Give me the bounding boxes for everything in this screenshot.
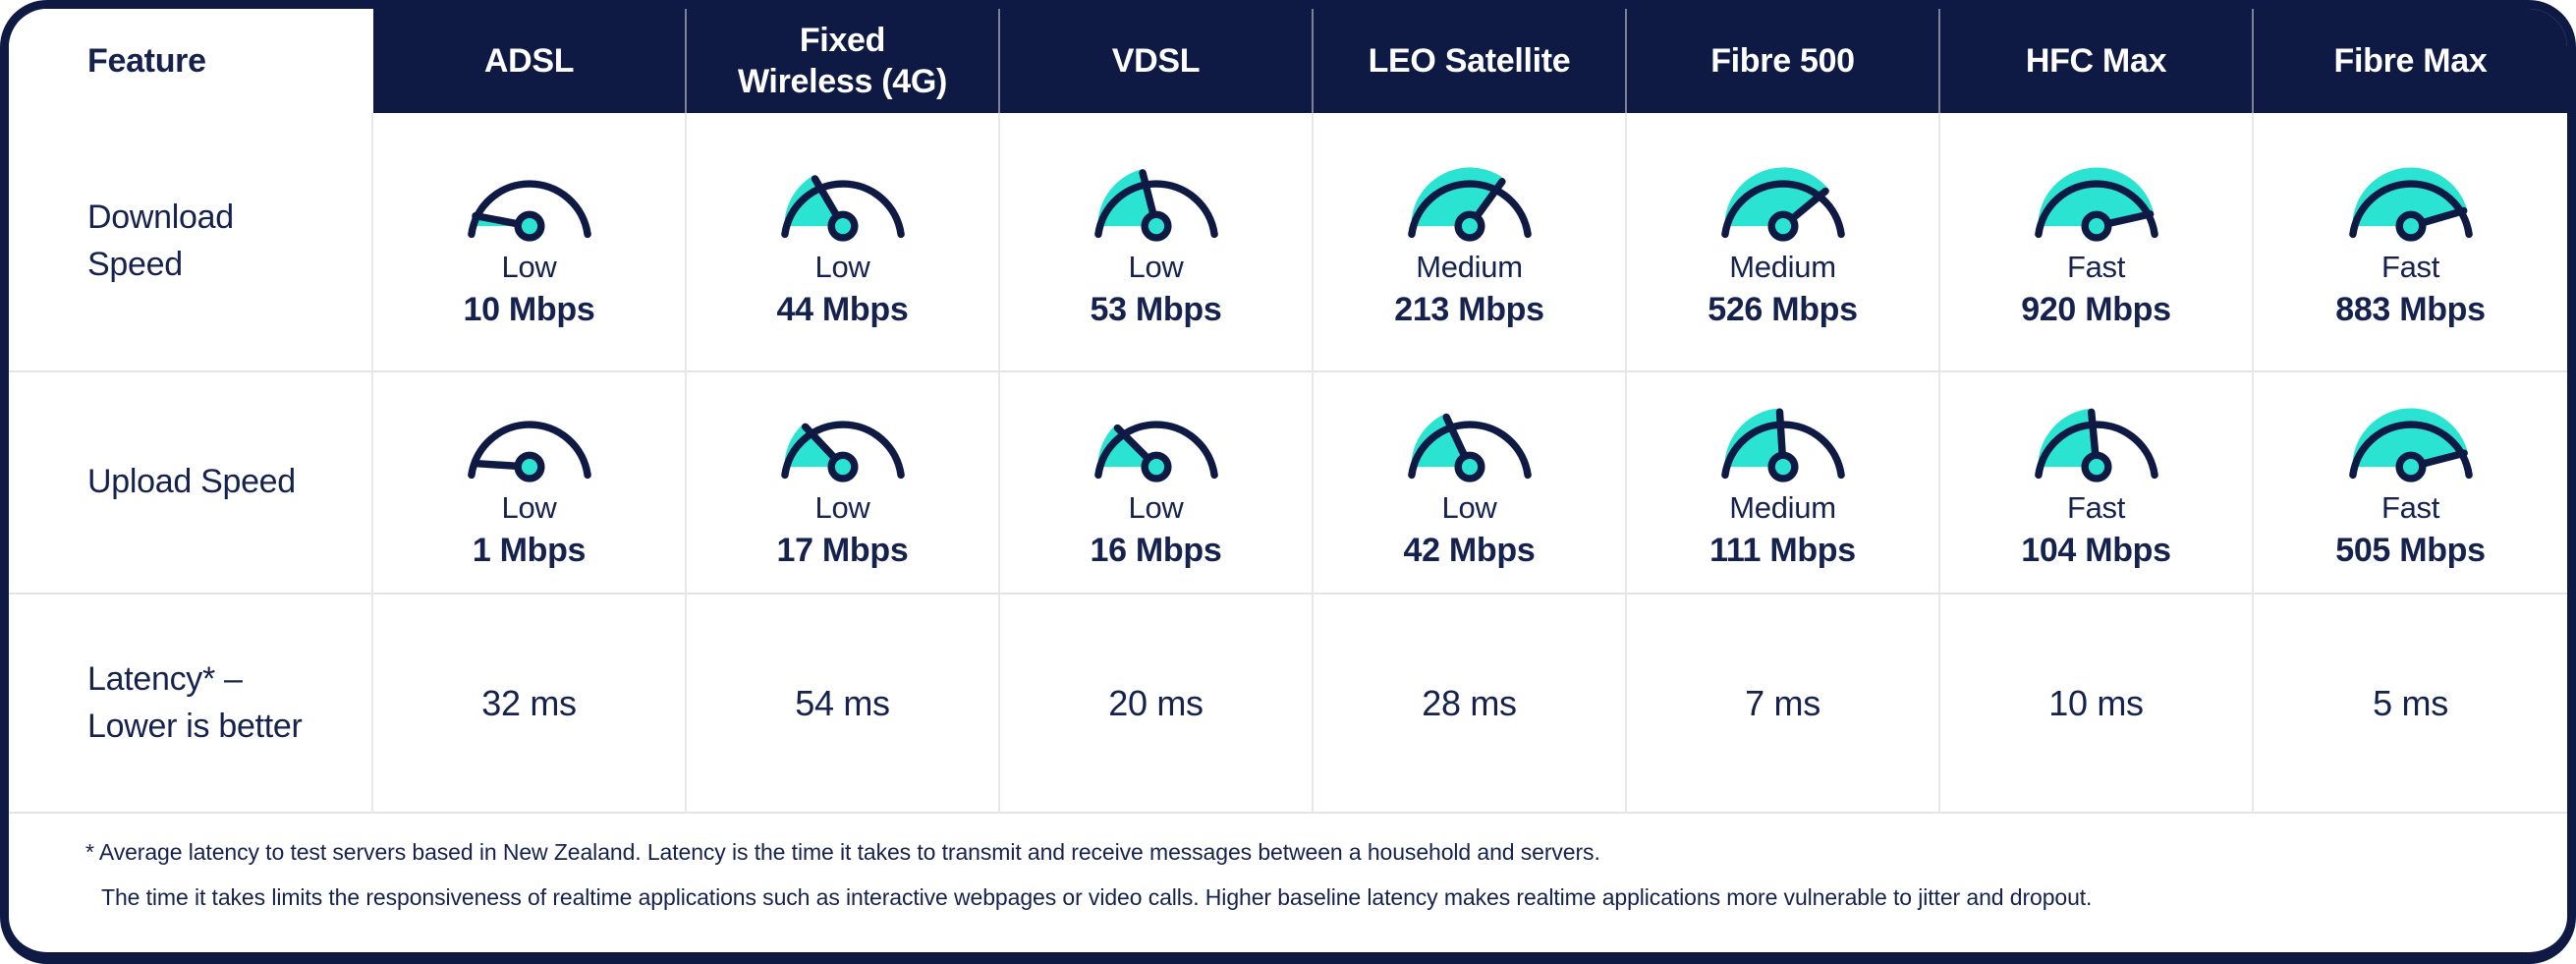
- speed-gauge-icon: [1709, 155, 1857, 246]
- latency-value: 54 ms: [795, 682, 890, 723]
- row-label-download-speed: Download Speed: [9, 113, 373, 372]
- speed-tier-label: Low: [814, 249, 870, 284]
- table-cell: Low 42 Mbps: [1314, 372, 1627, 595]
- speed-value: 1 Mbps: [472, 531, 587, 569]
- header-cell-feature: Feature: [9, 9, 373, 113]
- speed-value: 883 Mbps: [2335, 290, 2486, 328]
- latency-value: 7 ms: [1745, 682, 1820, 723]
- footnote-line-2: The time it takes limits the responsiven…: [101, 883, 2093, 910]
- speed-tier-label: Low: [501, 249, 557, 284]
- speed-tier-label: Low: [1128, 489, 1184, 525]
- speed-gauge-icon: [2337, 396, 2485, 486]
- speed-tier-label: Fast: [2380, 249, 2440, 284]
- table-cell: 10 ms: [1940, 595, 2254, 814]
- header-cell-vdsl: VDSL: [1000, 9, 1314, 113]
- speed-value: 53 Mbps: [1090, 290, 1222, 328]
- table-cell: Low 17 Mbps: [687, 372, 1000, 595]
- speed-gauge-icon: [1396, 396, 1543, 486]
- table-cell: Medium 213 Mbps: [1314, 113, 1627, 372]
- speed-value: 16 Mbps: [1090, 531, 1222, 569]
- speed-gauge-icon: [2337, 155, 2485, 246]
- speed-value: 213 Mbps: [1394, 290, 1544, 328]
- speed-value: 920 Mbps: [2021, 290, 2171, 328]
- table-cell: Low 44 Mbps: [687, 113, 1000, 372]
- footnote-line-1: * Average latency to test servers based …: [85, 839, 1600, 865]
- speed-gauge-icon: [2023, 396, 2170, 486]
- speed-tier-label: Low: [1128, 249, 1184, 284]
- table-cell: 5 ms: [2254, 595, 2567, 814]
- header-cell-fixed-wireless: Fixed Wireless (4G): [687, 9, 1000, 113]
- speed-value: 44 Mbps: [776, 290, 909, 328]
- table-cell: Fast 104 Mbps: [1940, 372, 2254, 595]
- speed-tier-label: Fast: [2380, 489, 2440, 525]
- header-cell-hfc-max: HFC Max: [1940, 9, 2254, 113]
- speed-tier-label: Low: [501, 489, 557, 525]
- speed-value: 17 Mbps: [776, 531, 909, 569]
- speed-value: 42 Mbps: [1403, 531, 1536, 569]
- table-cell: 7 ms: [1627, 595, 1940, 814]
- footnote: * Average latency to test servers based …: [9, 814, 2567, 952]
- latency-value: 32 ms: [481, 682, 577, 723]
- latency-value: 10 ms: [2048, 682, 2144, 723]
- speed-value: 10 Mbps: [463, 290, 595, 328]
- speed-gauge-icon: [769, 155, 917, 246]
- latency-value: 20 ms: [1108, 682, 1204, 723]
- row-label-latency: Latency* – Lower is better: [9, 595, 373, 814]
- latency-value: 5 ms: [2373, 682, 2448, 723]
- speed-gauge-icon: [1396, 155, 1543, 246]
- table-cell: 32 ms: [373, 595, 687, 814]
- table-cell: Medium 526 Mbps: [1627, 113, 1940, 372]
- speed-value: 111 Mbps: [1709, 531, 1856, 569]
- row-label-upload-speed: Upload Speed: [9, 372, 373, 595]
- speed-tier-label: Fast: [2066, 249, 2126, 284]
- header-cell-adsl: ADSL: [373, 9, 687, 113]
- table-cell: Low 53 Mbps: [1000, 113, 1314, 372]
- speed-gauge-icon: [456, 396, 603, 486]
- speed-tier-label: Low: [1441, 489, 1497, 525]
- speed-tier-label: Fast: [2066, 489, 2126, 525]
- speed-tier-label: Medium: [1729, 489, 1836, 525]
- speed-gauge-icon: [1709, 396, 1857, 486]
- table-cell: Fast 883 Mbps: [2254, 113, 2567, 372]
- table-cell: Low 16 Mbps: [1000, 372, 1314, 595]
- table-cell: Low 1 Mbps: [373, 372, 687, 595]
- table-cell: Fast 505 Mbps: [2254, 372, 2567, 595]
- speed-value: 526 Mbps: [1708, 290, 1858, 328]
- speed-gauge-icon: [456, 155, 603, 246]
- table-cell: 54 ms: [687, 595, 1000, 814]
- speed-gauge-icon: [1083, 396, 1230, 486]
- speed-gauge-icon: [1083, 155, 1230, 246]
- table-cell: 28 ms: [1314, 595, 1627, 814]
- speed-value: 505 Mbps: [2335, 531, 2486, 569]
- table-cell: 20 ms: [1000, 595, 1314, 814]
- speed-gauge-icon: [2023, 155, 2170, 246]
- speed-tier-label: Low: [814, 489, 870, 525]
- header-cell-fibre-500: Fibre 500: [1627, 9, 1940, 113]
- speed-tier-label: Medium: [1729, 249, 1836, 284]
- header-cell-leo-satellite: LEO Satellite: [1314, 9, 1627, 113]
- speed-value: 104 Mbps: [2021, 531, 2171, 569]
- speed-tier-label: Medium: [1416, 249, 1523, 284]
- header-cell-fibre-max: Fibre Max: [2254, 9, 2567, 113]
- latency-value: 28 ms: [1422, 682, 1517, 723]
- table-cell: Fast 920 Mbps: [1940, 113, 2254, 372]
- table-cell: Low 10 Mbps: [373, 113, 687, 372]
- table-cell: Medium 111 Mbps: [1627, 372, 1940, 595]
- speed-gauge-icon: [769, 396, 917, 486]
